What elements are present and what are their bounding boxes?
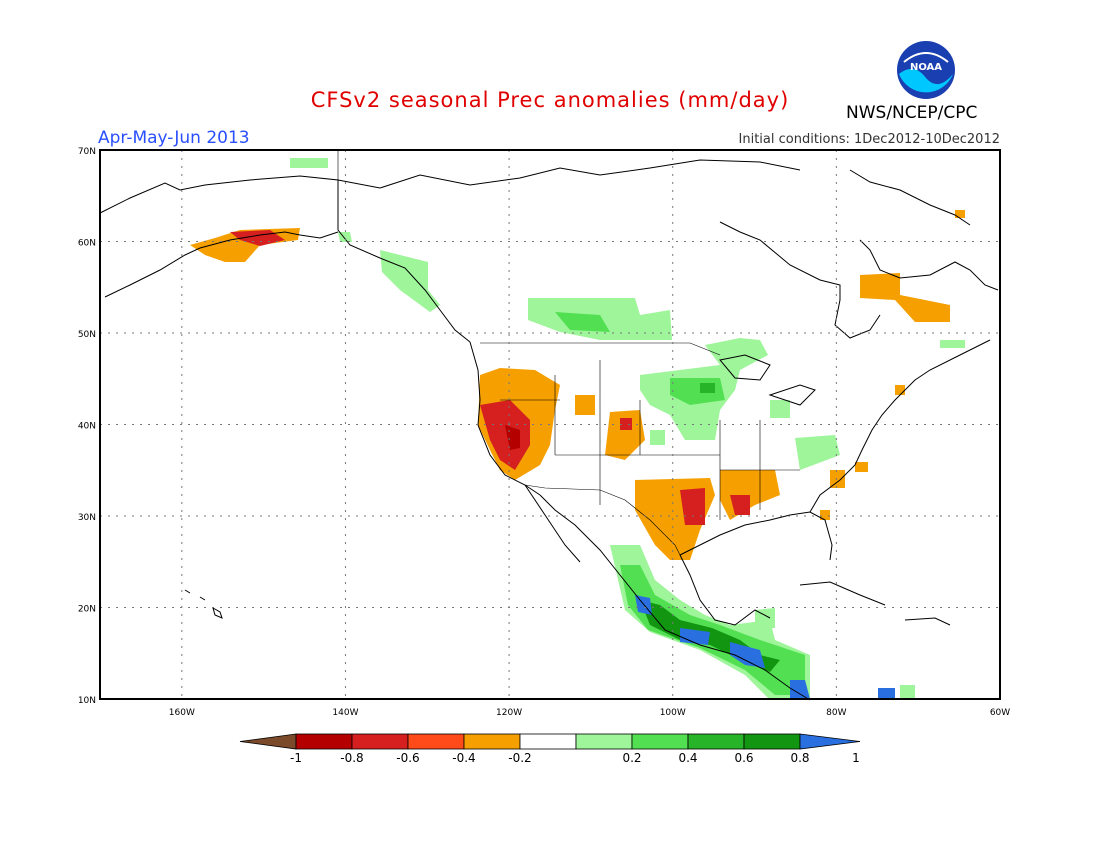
- logo-text: NOAA: [910, 62, 942, 73]
- coastlines: [99, 159, 999, 701]
- anomaly-region: [900, 685, 915, 699]
- colorbar-swatch: [687, 733, 745, 750]
- political-borders: [337, 150, 800, 556]
- anomaly-region: [790, 680, 810, 699]
- longitude-labels: 160W 140W 120W 100W 80W 60W: [169, 708, 1010, 718]
- colorbar-swatch: [631, 733, 689, 750]
- anomaly-region: [730, 642, 765, 668]
- colorbar-label: -0.8: [340, 751, 363, 765]
- anomaly-region: [855, 462, 868, 472]
- lat-label: 10N: [78, 696, 96, 706]
- anomaly-region: [895, 385, 905, 395]
- anomaly-region: [795, 435, 840, 470]
- colorbar-swatch: [295, 733, 353, 750]
- anomaly-region: [730, 495, 750, 515]
- noaa-logo: NOAA: [897, 41, 955, 99]
- colorbar-label: -1: [290, 751, 302, 765]
- anomaly-region: [555, 312, 610, 332]
- chart-title: CFSv2 seasonal Prec anomalies (mm/day): [310, 88, 790, 112]
- colorbar-label: 0.4: [678, 751, 697, 765]
- anomaly-region: [380, 250, 440, 312]
- colorbar-right-triangle: [799, 733, 861, 750]
- anomaly-region: [680, 628, 710, 645]
- anomaly-region: [770, 400, 790, 418]
- colorbar-swatch: [519, 733, 577, 750]
- colorbar-swatch: [743, 733, 801, 750]
- colorbar-label: 0.2: [622, 751, 641, 765]
- colorbar-label: -0.4: [452, 751, 475, 765]
- lat-label: 20N: [78, 605, 96, 615]
- colorbar-label: 0.8: [790, 751, 809, 765]
- anomaly-region: [860, 273, 950, 322]
- colorbar-swatch: [463, 733, 521, 750]
- lon-label: 100W: [660, 708, 686, 718]
- lat-label: 30N: [78, 513, 96, 523]
- anomaly-layer: [190, 158, 965, 700]
- lat-label: 40N: [78, 422, 96, 432]
- anomaly-region: [755, 608, 775, 628]
- colorbar-swatch: [407, 733, 465, 750]
- lat-lon-grid: [100, 150, 1000, 699]
- anomaly-region: [955, 210, 965, 218]
- anomaly-region: [940, 340, 965, 348]
- anomaly-region: [830, 470, 845, 488]
- anomaly-region: [575, 395, 595, 415]
- lon-label: 120W: [496, 708, 522, 718]
- colorbar-swatch: [575, 733, 633, 750]
- anomaly-region: [700, 383, 715, 393]
- anomaly-region: [650, 430, 665, 445]
- anomaly-region: [680, 488, 705, 525]
- colorbar: -1 -0.8 -0.6 -0.4 -0.2 0.2 0.4 0.6 0.8 1: [239, 733, 861, 765]
- latitude-labels: 70N 60N 50N 40N 30N 20N 10N: [78, 147, 96, 706]
- map-frame: [99, 149, 1001, 700]
- colorbar-label: 0.6: [734, 751, 753, 765]
- anomaly-region: [480, 400, 530, 470]
- anomaly-region: [290, 158, 328, 168]
- lon-label: 140W: [332, 708, 358, 718]
- colorbar-label: 1: [852, 751, 860, 765]
- anomaly-region: [820, 510, 830, 520]
- anomaly-region: [878, 688, 895, 699]
- anomaly-region: [605, 410, 645, 460]
- season-label: Apr-May-Jun 2013: [98, 128, 250, 148]
- anomaly-region: [620, 418, 632, 430]
- initial-conditions-label: Initial conditions: 1Dec2012-10Dec2012: [738, 132, 1000, 147]
- lon-label: 80W: [826, 708, 846, 718]
- anomaly-region: [338, 232, 352, 242]
- lat-label: 50N: [78, 330, 96, 340]
- colorbar-swatch: [351, 733, 409, 750]
- colorbar-left-triangle: [239, 733, 297, 750]
- lat-label: 60N: [78, 239, 96, 249]
- lat-label: 70N: [78, 147, 96, 157]
- lon-label: 160W: [169, 708, 195, 718]
- colorbar-label: -0.6: [396, 751, 419, 765]
- colorbar-label: -0.2: [508, 751, 531, 765]
- lon-label: 60W: [990, 708, 1010, 718]
- agency-label: NWS/NCEP/CPC: [846, 103, 978, 123]
